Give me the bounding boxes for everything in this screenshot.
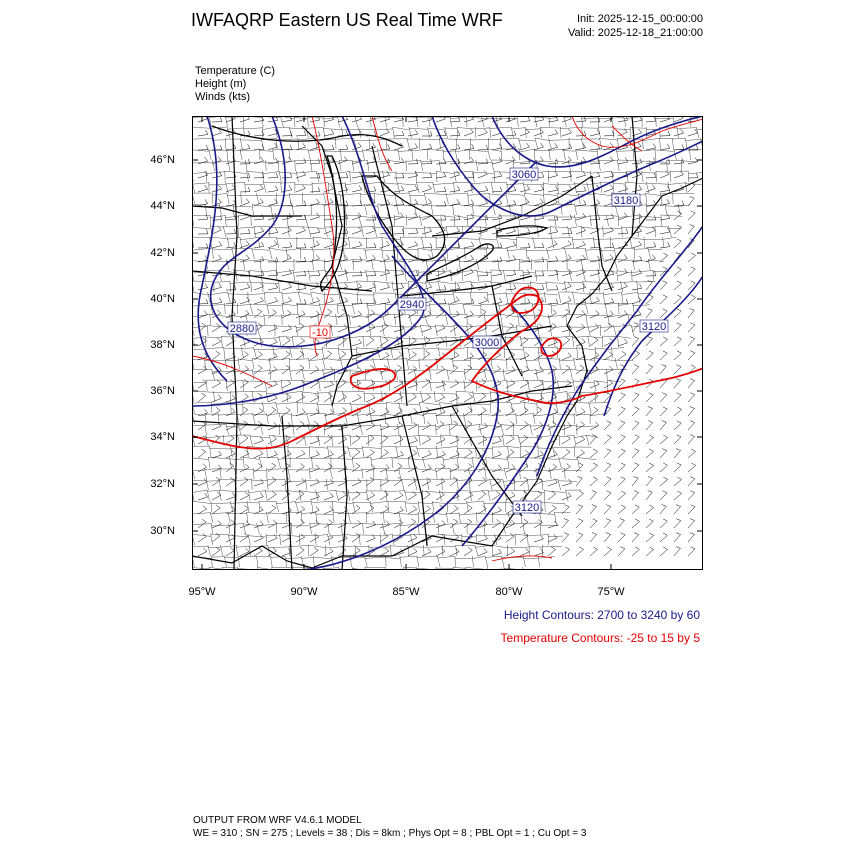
temperature-label-minus10: -10	[312, 327, 328, 339]
temperature-contour-legend: Temperature Contours: -25 to 15 by 5	[500, 631, 700, 645]
valid-time: Valid: 2025-12-18_21:00:00	[568, 27, 703, 39]
map-frame	[192, 116, 703, 570]
init-time: Init: 2025-12-15_00:00:00	[577, 13, 703, 25]
wind-barbs	[197, 116, 703, 557]
lat-label-42n: 42°N	[150, 247, 175, 259]
great-lakes	[211, 125, 549, 293]
lat-label-46n: 46°N	[150, 154, 175, 166]
axis-ticks	[192, 116, 703, 570]
lon-label-80w: 80°W	[495, 586, 523, 598]
lat-label-38n: 38°N	[150, 339, 175, 351]
height-contours	[192, 116, 703, 570]
height-label-3060: 3060	[512, 169, 536, 181]
lat-label-36n: 36°N	[150, 385, 175, 397]
height-label-2880: 2880	[230, 323, 254, 335]
lat-label-34n: 34°N	[150, 431, 175, 443]
lon-label-95w: 95°W	[188, 586, 216, 598]
variable-height: Height (m)	[195, 78, 247, 90]
lat-label-32n: 32°N	[150, 478, 175, 490]
height-label-3180: 3180	[614, 195, 638, 207]
height-contour-labels: 2880 2940 3000 3060 3120 3180 3120	[227, 167, 669, 514]
lon-label-90w: 90°W	[290, 586, 318, 598]
model-info-line2: WE = 310 ; SN = 275 ; Levels = 38 ; Dis …	[193, 828, 587, 839]
model-info-line1: OUTPUT FROM WRF V4.6.1 MODEL	[193, 815, 362, 826]
lon-label-75w: 75°W	[597, 586, 625, 598]
variable-winds: Winds (kts)	[195, 91, 250, 103]
variable-temperature: Temperature (C)	[195, 65, 276, 77]
lat-label-44n: 44°N	[150, 200, 175, 212]
weather-map: 2880 2940 3000 3060 3120 3180 3120 -10	[192, 116, 703, 570]
lat-label-40n: 40°N	[150, 293, 175, 305]
height-label-3000: 3000	[475, 337, 499, 349]
height-label-3120-south: 3120	[515, 502, 539, 514]
lon-label-85w: 85°W	[392, 586, 420, 598]
plot-title: IWFAQRP Eastern US Real Time WRF	[191, 10, 503, 30]
height-label-2940: 2940	[400, 299, 424, 311]
height-contour-legend: Height Contours: 2700 to 3240 by 60	[503, 608, 700, 622]
temperature-contour-labels: -10	[309, 325, 331, 339]
height-label-3120: 3120	[642, 321, 666, 333]
lat-label-30n: 30°N	[150, 525, 175, 537]
